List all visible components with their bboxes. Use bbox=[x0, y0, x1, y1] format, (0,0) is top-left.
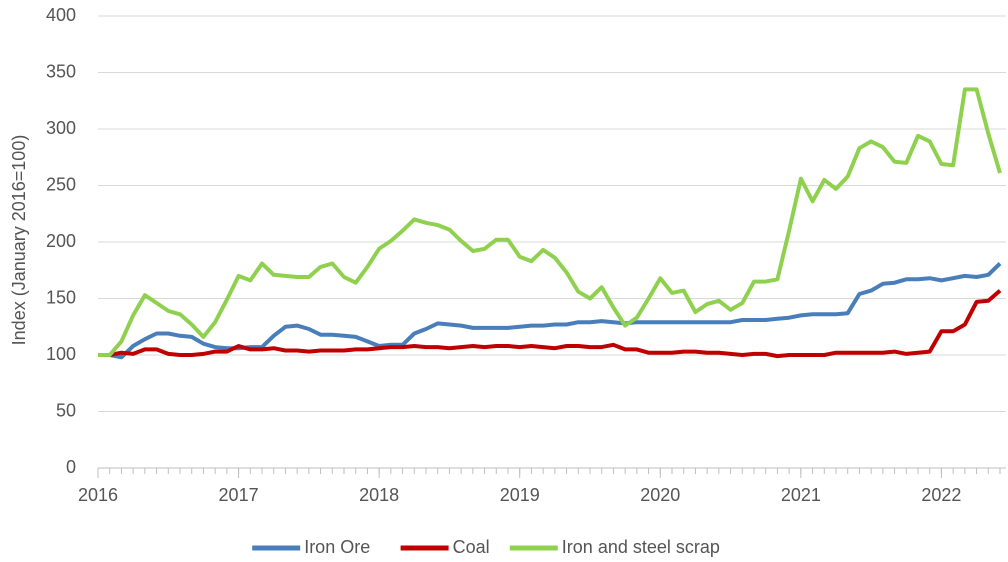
x-tick-label: 2018 bbox=[359, 485, 399, 505]
series-line bbox=[98, 262, 1002, 360]
x-tick-label: 2021 bbox=[781, 485, 821, 505]
series-line bbox=[98, 289, 1002, 359]
x-tick-label: 2016 bbox=[78, 485, 118, 505]
y-tick-label: 150 bbox=[46, 287, 76, 307]
y-tick-label: 400 bbox=[46, 5, 76, 25]
y-axis-label: Index (January 2016=100) bbox=[9, 135, 29, 346]
y-tick-label: 350 bbox=[46, 61, 76, 81]
y-tick-label: 50 bbox=[56, 400, 76, 420]
y-tick-label: 250 bbox=[46, 174, 76, 194]
x-tick-label: 2017 bbox=[219, 485, 259, 505]
legend-label: Iron and steel scrap bbox=[562, 537, 720, 557]
legend-label: Coal bbox=[453, 537, 490, 557]
y-tick-label: 0 bbox=[66, 457, 76, 477]
legend-label: Iron Ore bbox=[304, 537, 370, 557]
x-tick-label: 2019 bbox=[500, 485, 540, 505]
y-tick-label: 200 bbox=[46, 231, 76, 251]
x-tick-label: 2022 bbox=[921, 485, 961, 505]
series-line bbox=[98, 87, 1002, 357]
y-tick-label: 300 bbox=[46, 118, 76, 138]
x-tick-label: 2020 bbox=[640, 485, 680, 505]
y-tick-label: 100 bbox=[46, 344, 76, 364]
